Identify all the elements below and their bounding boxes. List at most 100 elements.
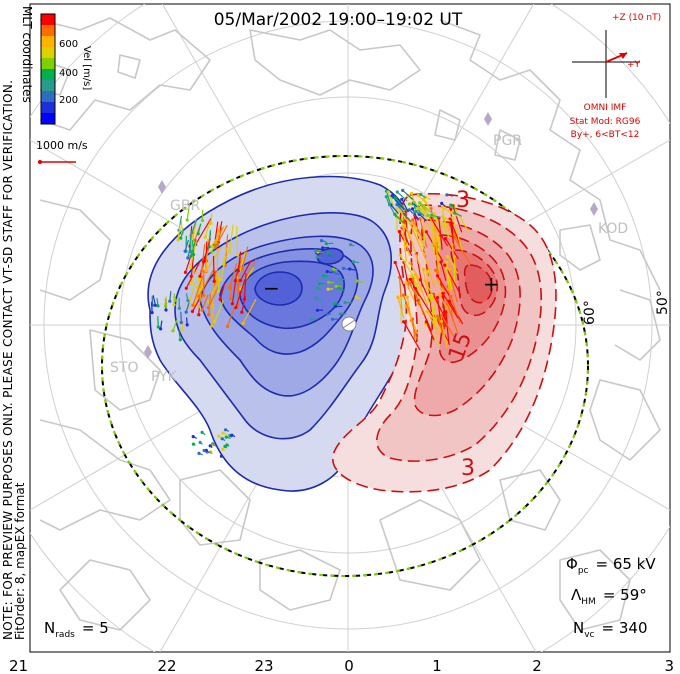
velocity-vector bbox=[415, 274, 429, 307]
velocity-vector bbox=[216, 227, 223, 245]
velocity-vector bbox=[422, 269, 428, 289]
velocity-vector-origin bbox=[202, 448, 206, 453]
velocity-vector-origin bbox=[203, 235, 207, 239]
velocity-vector bbox=[433, 213, 451, 239]
potential-min-marker: − bbox=[263, 276, 280, 300]
velocity-vector-origin bbox=[184, 310, 188, 314]
velocity-vector bbox=[440, 261, 447, 281]
velocity-vector bbox=[395, 197, 408, 213]
velocity-vector-origin bbox=[419, 192, 423, 196]
velocity-vector-origin bbox=[319, 239, 324, 243]
velocity-vectors bbox=[150, 188, 471, 458]
velocity-vector-origin bbox=[240, 310, 244, 314]
velocity-vector-origin bbox=[200, 430, 204, 434]
velocity-vector bbox=[197, 223, 202, 234]
velocity-vector-origin bbox=[228, 285, 232, 290]
velocity-vector-origin bbox=[388, 203, 392, 207]
velocity-vector-origin bbox=[236, 269, 240, 273]
velocity-vector bbox=[444, 264, 462, 296]
velocity-vector-origin bbox=[177, 306, 181, 310]
map-title: 05/Mar/2002 19:00–19:02 UT bbox=[214, 10, 463, 30]
velocity-vector-origin bbox=[424, 320, 428, 324]
colorbar-swatch bbox=[41, 102, 55, 114]
velocity-vector-origin bbox=[241, 321, 245, 325]
colorbar-swatch bbox=[41, 91, 55, 103]
velocity-vector bbox=[229, 263, 238, 288]
potential-max-marker: + bbox=[483, 272, 500, 296]
velocity-vector bbox=[397, 296, 405, 319]
velocity-vector-origin bbox=[449, 221, 454, 225]
velocity-vector-origin bbox=[179, 320, 183, 325]
velocity-vector-origin bbox=[325, 269, 329, 274]
fit-order-note: FitOrder: 8, mapEX format bbox=[13, 482, 27, 640]
velocity-vector bbox=[184, 239, 189, 252]
velocity-vector-origin bbox=[176, 238, 180, 242]
velocity-vector-origin bbox=[328, 253, 332, 258]
velocity-vector-origin bbox=[436, 314, 440, 318]
velocity-vector-origin bbox=[408, 277, 412, 281]
velocity-vector-origin bbox=[395, 207, 399, 211]
velocity-vector-origin bbox=[397, 230, 401, 234]
velocity-vector bbox=[185, 302, 190, 313]
velocity-vector-origin bbox=[186, 299, 190, 303]
velocity-vector bbox=[419, 218, 428, 248]
stat-lambda-hm: ΛHM = 59° bbox=[571, 586, 647, 607]
velocity-vector bbox=[241, 295, 246, 313]
velocity-vector-origin bbox=[399, 296, 403, 301]
velocity-vector bbox=[405, 211, 408, 232]
station-label-kod: KOD bbox=[598, 221, 628, 237]
velocity-vector-origin bbox=[210, 304, 214, 309]
velocity-vector-origin bbox=[316, 286, 320, 290]
velocity-vector-origin bbox=[174, 298, 178, 302]
velocity-vector bbox=[409, 262, 421, 281]
velocity-vector-origin bbox=[164, 304, 168, 308]
velocity-vector-origin bbox=[198, 440, 202, 444]
velocity-vector bbox=[180, 220, 183, 234]
velocity-vector-origin bbox=[354, 295, 358, 299]
velocity-vector-origin bbox=[318, 282, 322, 286]
velocity-vector bbox=[152, 294, 156, 306]
velocity-vector bbox=[435, 237, 440, 271]
velocity-vector-origin bbox=[219, 278, 223, 282]
velocity-vector-origin bbox=[200, 308, 204, 312]
velocity-vector bbox=[215, 224, 221, 244]
velocity-vector bbox=[210, 213, 213, 224]
velocity-vector-origin bbox=[200, 269, 204, 273]
velocity-vector bbox=[403, 262, 410, 290]
velocity-vector-origin bbox=[333, 304, 337, 309]
velocity-vector-origin bbox=[418, 201, 422, 205]
velocity-vector-origin bbox=[449, 207, 453, 211]
velocity-vector-origin bbox=[348, 267, 352, 271]
velocity-vector bbox=[419, 279, 432, 304]
vector-scale-origin bbox=[38, 160, 42, 164]
velocity-vector bbox=[402, 226, 407, 262]
velocity-vector bbox=[190, 254, 195, 277]
velocity-vector bbox=[201, 244, 206, 272]
velocity-vector bbox=[425, 323, 441, 347]
velocity-vector-origin bbox=[180, 328, 184, 332]
velocity-vector-origin bbox=[434, 236, 438, 240]
velocity-vector-origin bbox=[332, 302, 337, 306]
velocity-vector-origin bbox=[185, 323, 189, 327]
velocity-vector bbox=[385, 190, 392, 206]
vector-scale-label: 1000 m/s bbox=[36, 139, 88, 152]
velocity-vector-origin bbox=[438, 292, 442, 296]
velocity-vector bbox=[204, 220, 211, 238]
velocity-vector-origin bbox=[408, 281, 412, 285]
colorbar-outline bbox=[40, 13, 56, 125]
velocity-vector-origin bbox=[421, 267, 425, 271]
velocity-vector-origin bbox=[195, 285, 199, 290]
velocity-vector bbox=[453, 236, 471, 265]
velocity-vector bbox=[211, 303, 215, 327]
velocity-vector-origin bbox=[324, 242, 328, 246]
mlt-label-23: 23 bbox=[254, 657, 273, 674]
svg-text:ΛHM= 59°: ΛHM = 59° bbox=[571, 586, 647, 607]
velocity-vector bbox=[231, 279, 237, 304]
colorbar-swatch bbox=[41, 113, 55, 125]
velocity-vector bbox=[407, 218, 423, 253]
velocity-vector-origin bbox=[186, 256, 190, 260]
colorbar-swatch bbox=[41, 36, 55, 48]
velocity-vector bbox=[414, 288, 434, 318]
velocity-vector bbox=[402, 294, 411, 313]
velocity-vector bbox=[419, 202, 434, 215]
